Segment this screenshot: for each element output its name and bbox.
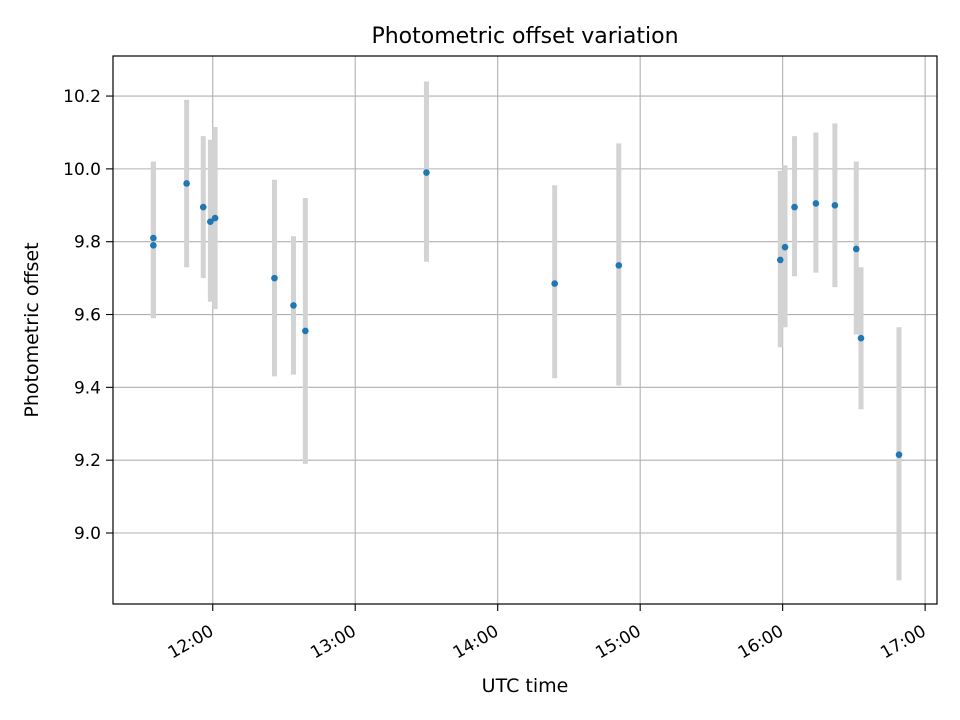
data-point <box>207 218 214 225</box>
data-point <box>831 201 839 209</box>
y-axis-ticks: 9.0 9.2 9.4 9.6 9.8 10.0 10.2 <box>63 87 113 544</box>
data-point <box>302 327 309 335</box>
data-point <box>290 302 297 309</box>
data-point <box>423 169 430 176</box>
y-tick-label: 9.0 <box>74 524 101 544</box>
data-point <box>211 214 219 222</box>
data-point <box>852 245 860 253</box>
data-point <box>150 242 157 249</box>
y-tick-label: 9.2 <box>74 451 101 471</box>
data-point <box>857 334 865 342</box>
y-tick-label: 9.6 <box>74 306 101 326</box>
data-point <box>812 200 820 207</box>
data-point <box>791 203 798 211</box>
data-point <box>895 451 903 459</box>
data-point <box>551 280 558 287</box>
y-tick-label: 9.8 <box>74 233 101 253</box>
chart-title: Photometric offset variation <box>371 24 678 49</box>
y-axis-label: Photometric offset <box>21 242 43 417</box>
data-point <box>199 203 207 211</box>
x-axis-label: UTC time <box>482 675 569 697</box>
data-point <box>183 180 190 187</box>
y-tick-label: 9.4 <box>74 378 101 398</box>
data-point <box>781 243 789 251</box>
plot-frame <box>112 55 938 605</box>
data-point <box>271 274 278 282</box>
data-point <box>615 262 623 269</box>
data-point <box>150 234 157 242</box>
data-points <box>150 169 903 459</box>
data-point <box>776 256 784 264</box>
y-tick-label: 10.0 <box>63 160 101 180</box>
y-tick-label: 10.2 <box>63 87 101 107</box>
